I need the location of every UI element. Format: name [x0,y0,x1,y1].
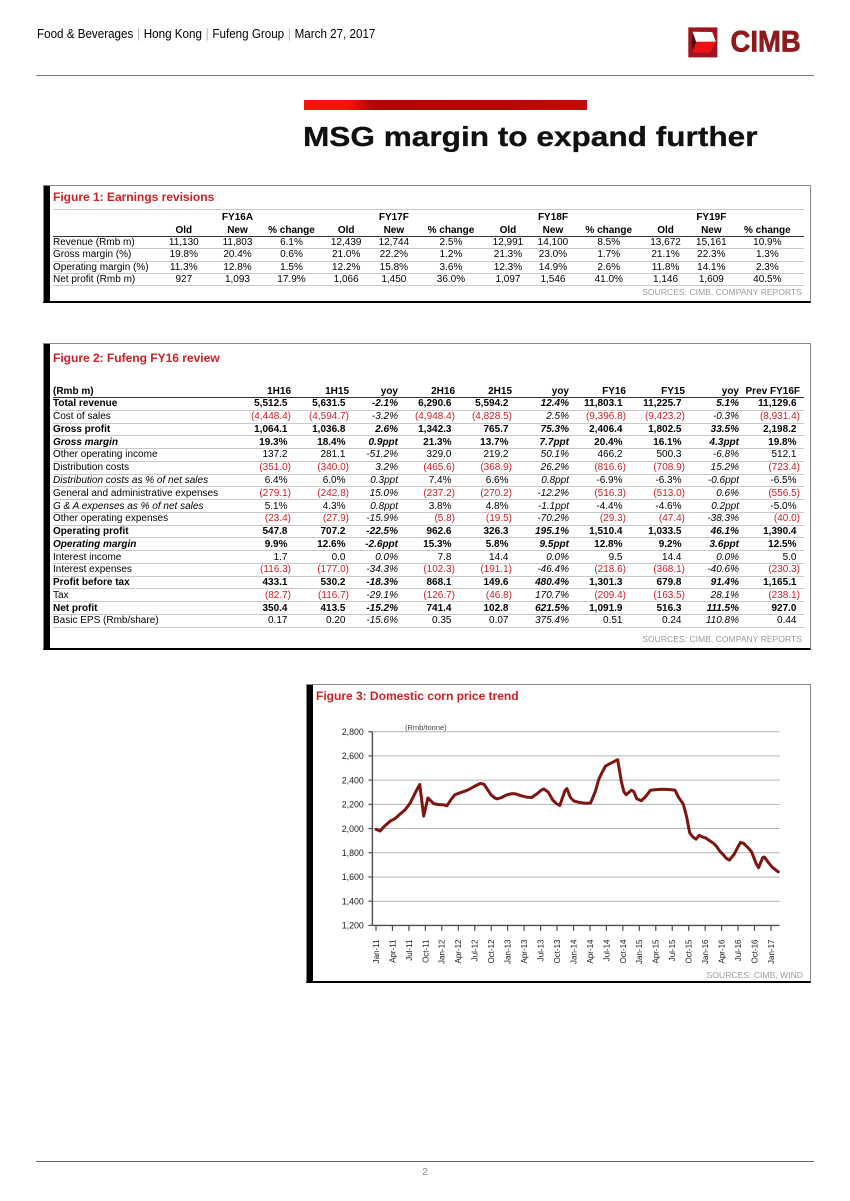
svg-text:2,000: 2,000 [342,824,364,834]
svg-text:Jan-16: Jan-16 [701,939,710,964]
svg-text:1,400: 1,400 [342,896,364,906]
svg-text:Apr-11: Apr-11 [388,939,397,963]
svg-text:Oct-12: Oct-12 [487,939,496,964]
svg-text:1,600: 1,600 [342,872,364,882]
svg-text:Jul-14: Jul-14 [602,939,611,961]
svg-text:1,200: 1,200 [342,921,364,931]
svg-text:Oct-11: Oct-11 [421,939,430,963]
svg-text:Jan-14: Jan-14 [569,939,578,964]
svg-text:Jul-15: Jul-15 [668,939,677,961]
svg-text:Apr-12: Apr-12 [454,939,463,964]
svg-text:CIMB: CIMB [731,26,801,59]
svg-text:Oct-16: Oct-16 [750,939,759,964]
svg-text:Apr-16: Apr-16 [718,939,727,964]
svg-text:2,400: 2,400 [342,775,364,785]
svg-text:Jul-12: Jul-12 [471,939,480,961]
svg-text:1,800: 1,800 [342,848,364,858]
svg-text:Jan-17: Jan-17 [767,939,776,964]
svg-text:Oct-14: Oct-14 [619,939,628,964]
svg-text:Jan-15: Jan-15 [635,939,644,964]
svg-text:Jul-16: Jul-16 [734,939,743,961]
svg-text:Jul-13: Jul-13 [536,939,545,961]
svg-text:Apr-15: Apr-15 [652,939,661,964]
svg-text:2,200: 2,200 [342,800,364,810]
svg-text:Jan-13: Jan-13 [504,939,513,964]
svg-text:Oct-15: Oct-15 [685,939,694,964]
svg-text:Apr-13: Apr-13 [520,939,529,964]
svg-text:2,600: 2,600 [342,751,364,761]
svg-text:Apr-14: Apr-14 [586,939,595,964]
svg-text:2,800: 2,800 [342,727,364,737]
svg-text:(Rmb/tonne): (Rmb/tonne) [405,723,447,732]
svg-text:Jan-12: Jan-12 [438,939,447,964]
svg-text:Jan-11: Jan-11 [372,939,381,963]
svg-text:Jul-11: Jul-11 [405,939,414,961]
svg-text:Oct-13: Oct-13 [553,939,562,964]
